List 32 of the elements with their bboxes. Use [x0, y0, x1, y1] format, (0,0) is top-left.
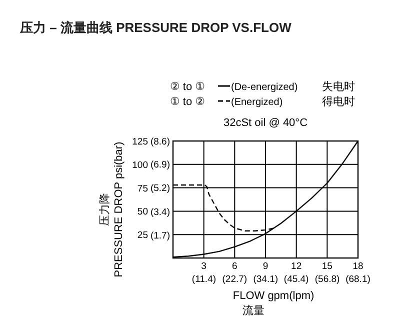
y2-tick-label: (6.9)	[150, 160, 170, 171]
legend-label: (Energized)	[231, 97, 283, 108]
x2-tick-label: (34.1)	[253, 274, 278, 285]
y2-tick-label: (3.4)	[150, 207, 170, 218]
y-tick-label: 50	[137, 206, 148, 218]
x-tick-label: 12	[291, 261, 302, 272]
x2-tick-label: (22.7)	[222, 274, 248, 285]
y2-tick-label: (1.7)	[150, 230, 170, 242]
legend-label: (De-energized)	[231, 82, 298, 93]
x-axis-title: FLOW gpm(lpm) 流量	[232, 290, 314, 317]
y-tick-label: 125	[132, 136, 148, 148]
y-tick-label: 75	[137, 183, 148, 194]
x-tick-label: 3	[201, 261, 206, 272]
text: ① to ②	[170, 96, 206, 108]
y-tick-label: 100	[132, 160, 148, 171]
y2-tick-label: (5.2)	[150, 182, 170, 194]
x2-tick-label: (68.1)	[346, 274, 370, 285]
y-tick-label: 25	[137, 230, 148, 242]
x-tick-label: 15	[322, 261, 332, 272]
text: 32cSt oil @ 40°C	[223, 117, 308, 129]
x2-tick-label: (56.8)	[314, 274, 340, 285]
text: 失电时	[322, 80, 355, 93]
x-tick-label: 18	[352, 261, 364, 272]
x2-tick-label: (45.4)	[284, 274, 309, 285]
chart-title: 压力 – 流量曲线 PRESSURE DROP VS.FLOW	[19, 20, 292, 35]
x2-tick-label: (11.4)	[192, 274, 216, 285]
y-axis-title: 压力降 PRESSURE DROP psi(bar)	[98, 142, 125, 278]
x-tick-label: 9	[262, 261, 268, 272]
text: 得电时	[322, 95, 355, 108]
y2-tick-label: (8.6)	[150, 136, 170, 148]
x-tick-label: 6	[232, 261, 238, 272]
text: ② to ①	[170, 81, 206, 93]
